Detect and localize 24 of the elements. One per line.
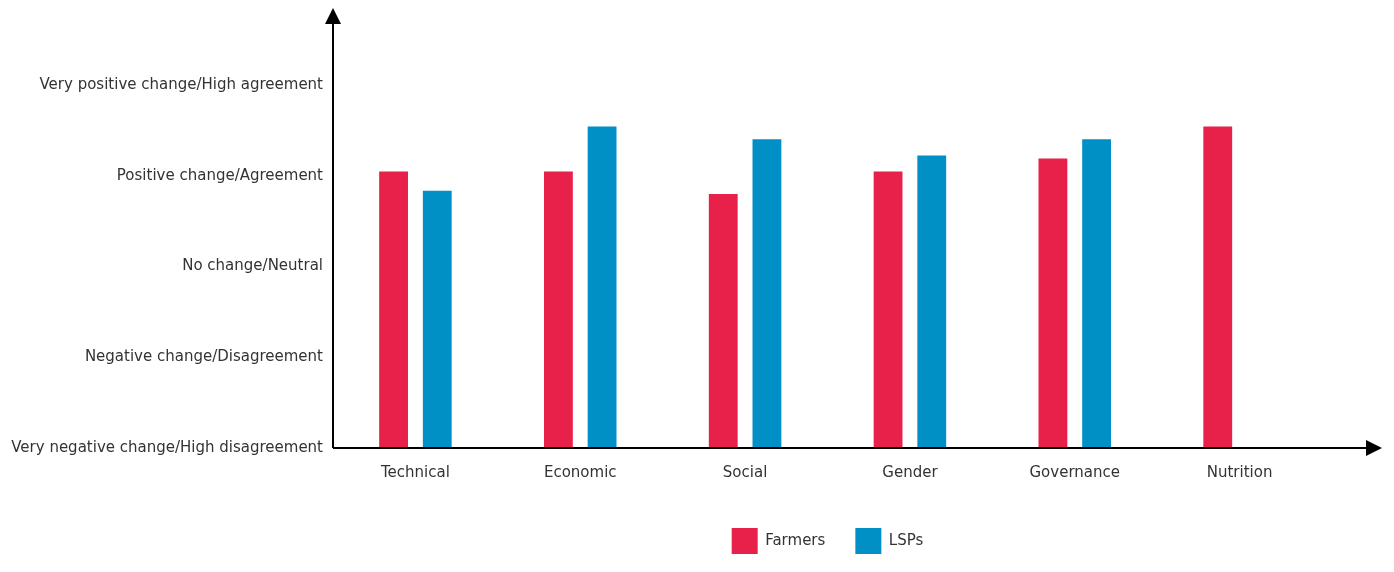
text: Very positive change/High agreement <box>39 75 324 94</box>
x-tick-label: Nutrition <box>1206 462 1273 481</box>
text: Positive change/Agreement <box>116 165 324 184</box>
text: No change/Neutral <box>182 256 323 275</box>
bar <box>1038 158 1068 448</box>
bar <box>379 171 408 448</box>
bar <box>1082 139 1112 448</box>
x-tick-label: Social <box>722 462 768 481</box>
bar <box>873 171 903 448</box>
x-tick-label: Gender <box>882 462 939 481</box>
bar <box>544 171 573 448</box>
text: Negative change/Disagreement <box>84 347 324 366</box>
bar <box>422 190 452 448</box>
x-tick-label: Governance <box>1029 462 1120 481</box>
x-tick-label: Economic <box>543 462 617 481</box>
bar <box>1203 126 1233 448</box>
bar <box>587 126 617 448</box>
bar <box>752 139 782 448</box>
x-tick-label: Technical <box>379 462 450 481</box>
legend-label: Farmers <box>765 530 826 549</box>
legend-label: LSPs <box>888 530 924 549</box>
text: Very negative change/High disagreement <box>11 437 324 456</box>
bar <box>708 193 738 448</box>
bar <box>917 155 947 448</box>
